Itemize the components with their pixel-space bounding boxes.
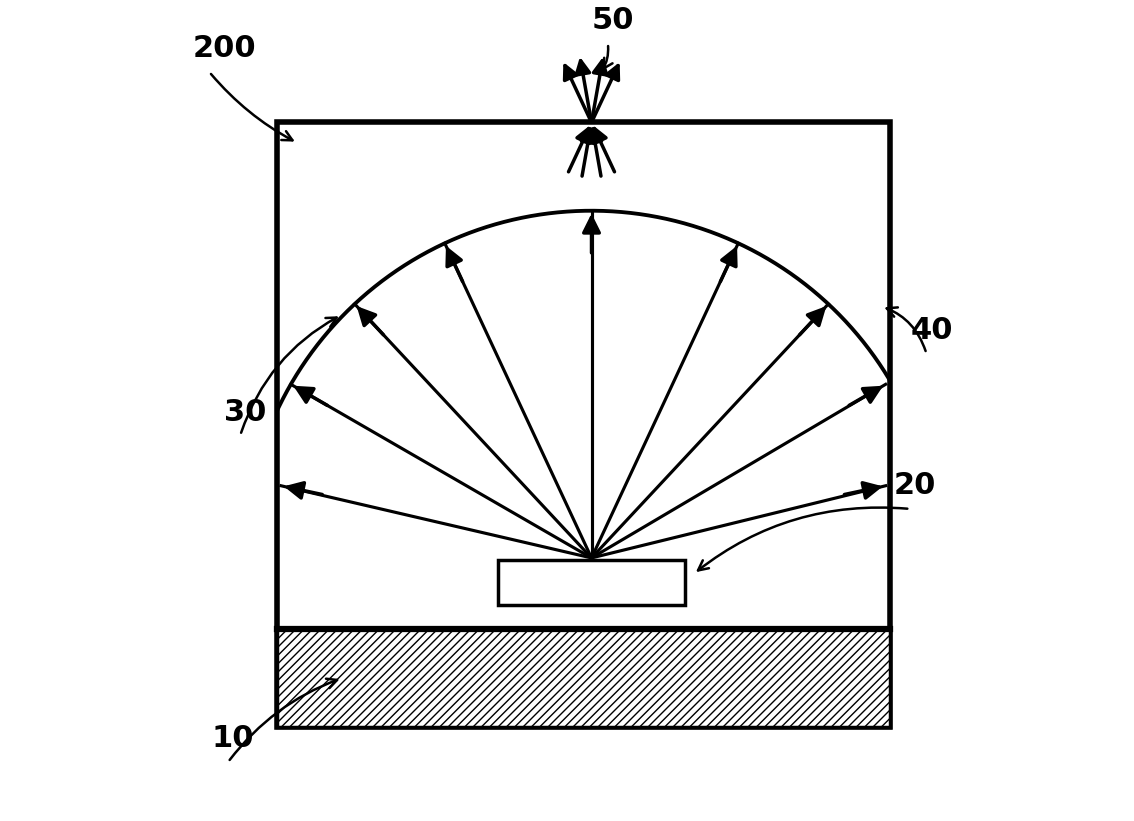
Text: 20: 20 (894, 471, 937, 500)
Text: 200: 200 (193, 34, 256, 63)
Bar (277, 122, 890, 727)
Bar (277, 629, 890, 727)
Text: 30: 30 (223, 397, 266, 427)
Text: 50: 50 (592, 6, 634, 34)
Text: 40: 40 (911, 316, 953, 345)
Bar (498, 560, 685, 604)
Text: 10: 10 (212, 724, 254, 754)
